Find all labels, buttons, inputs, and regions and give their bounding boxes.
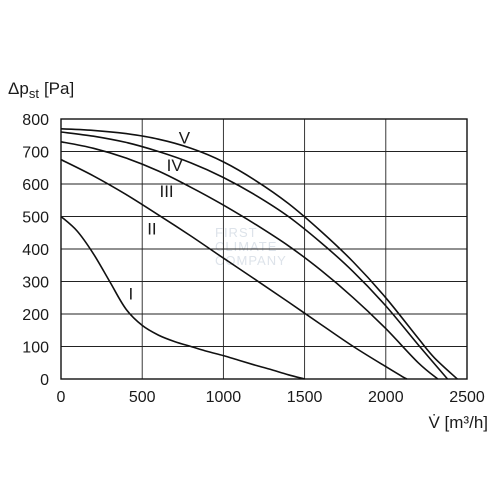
curve-label-III: III	[159, 182, 173, 201]
y-tick-label: 0	[40, 372, 49, 389]
x-tick-label: 1500	[287, 389, 323, 406]
curve-label-I: I	[128, 284, 133, 303]
x-tick-label: 0	[57, 389, 66, 406]
x-tick-label: 2000	[368, 389, 404, 406]
plot-frame	[60, 118, 468, 380]
curve-label-V: V	[179, 128, 191, 147]
curve-III	[60, 141, 439, 380]
curve-label-IV: IV	[167, 156, 184, 175]
watermark-line: CLIMATE	[215, 239, 277, 254]
curves	[60, 128, 458, 380]
y-tick-label: 400	[22, 242, 49, 259]
x-tick-label: 2500	[449, 389, 485, 406]
y-tick-label: 800	[22, 112, 49, 129]
y-tick-labels: 0 100 200 300 400 500 600 700 800	[22, 112, 49, 389]
curve-II	[60, 158, 408, 380]
curve-label-II: II	[147, 219, 156, 238]
y-axis-unit: [Pa]	[44, 79, 74, 98]
y-tick-label: 500	[22, 210, 49, 227]
curve-IV	[60, 131, 449, 380]
y-tick-label: 200	[22, 307, 49, 324]
x-tick-label: 1000	[206, 389, 242, 406]
y-tick-label: 100	[22, 340, 49, 357]
curve-I	[60, 215, 305, 380]
y-axis-symbol: Δp	[8, 79, 29, 98]
grid	[61, 119, 467, 379]
curve-V	[60, 128, 458, 380]
y-axis-title: Δpst [Pa]	[8, 79, 74, 101]
y-axis-subscript: st	[29, 86, 40, 101]
x-tick-labels: 0 500 1000 1500 2000 2500	[57, 389, 485, 406]
x-axis-title: V̇ [m³/h]	[428, 413, 488, 432]
watermark-line: FIRST	[215, 225, 258, 240]
x-tick-label: 500	[129, 389, 156, 406]
y-tick-label: 700	[22, 145, 49, 162]
y-tick-label: 600	[22, 177, 49, 194]
y-tick-label: 300	[22, 275, 49, 292]
